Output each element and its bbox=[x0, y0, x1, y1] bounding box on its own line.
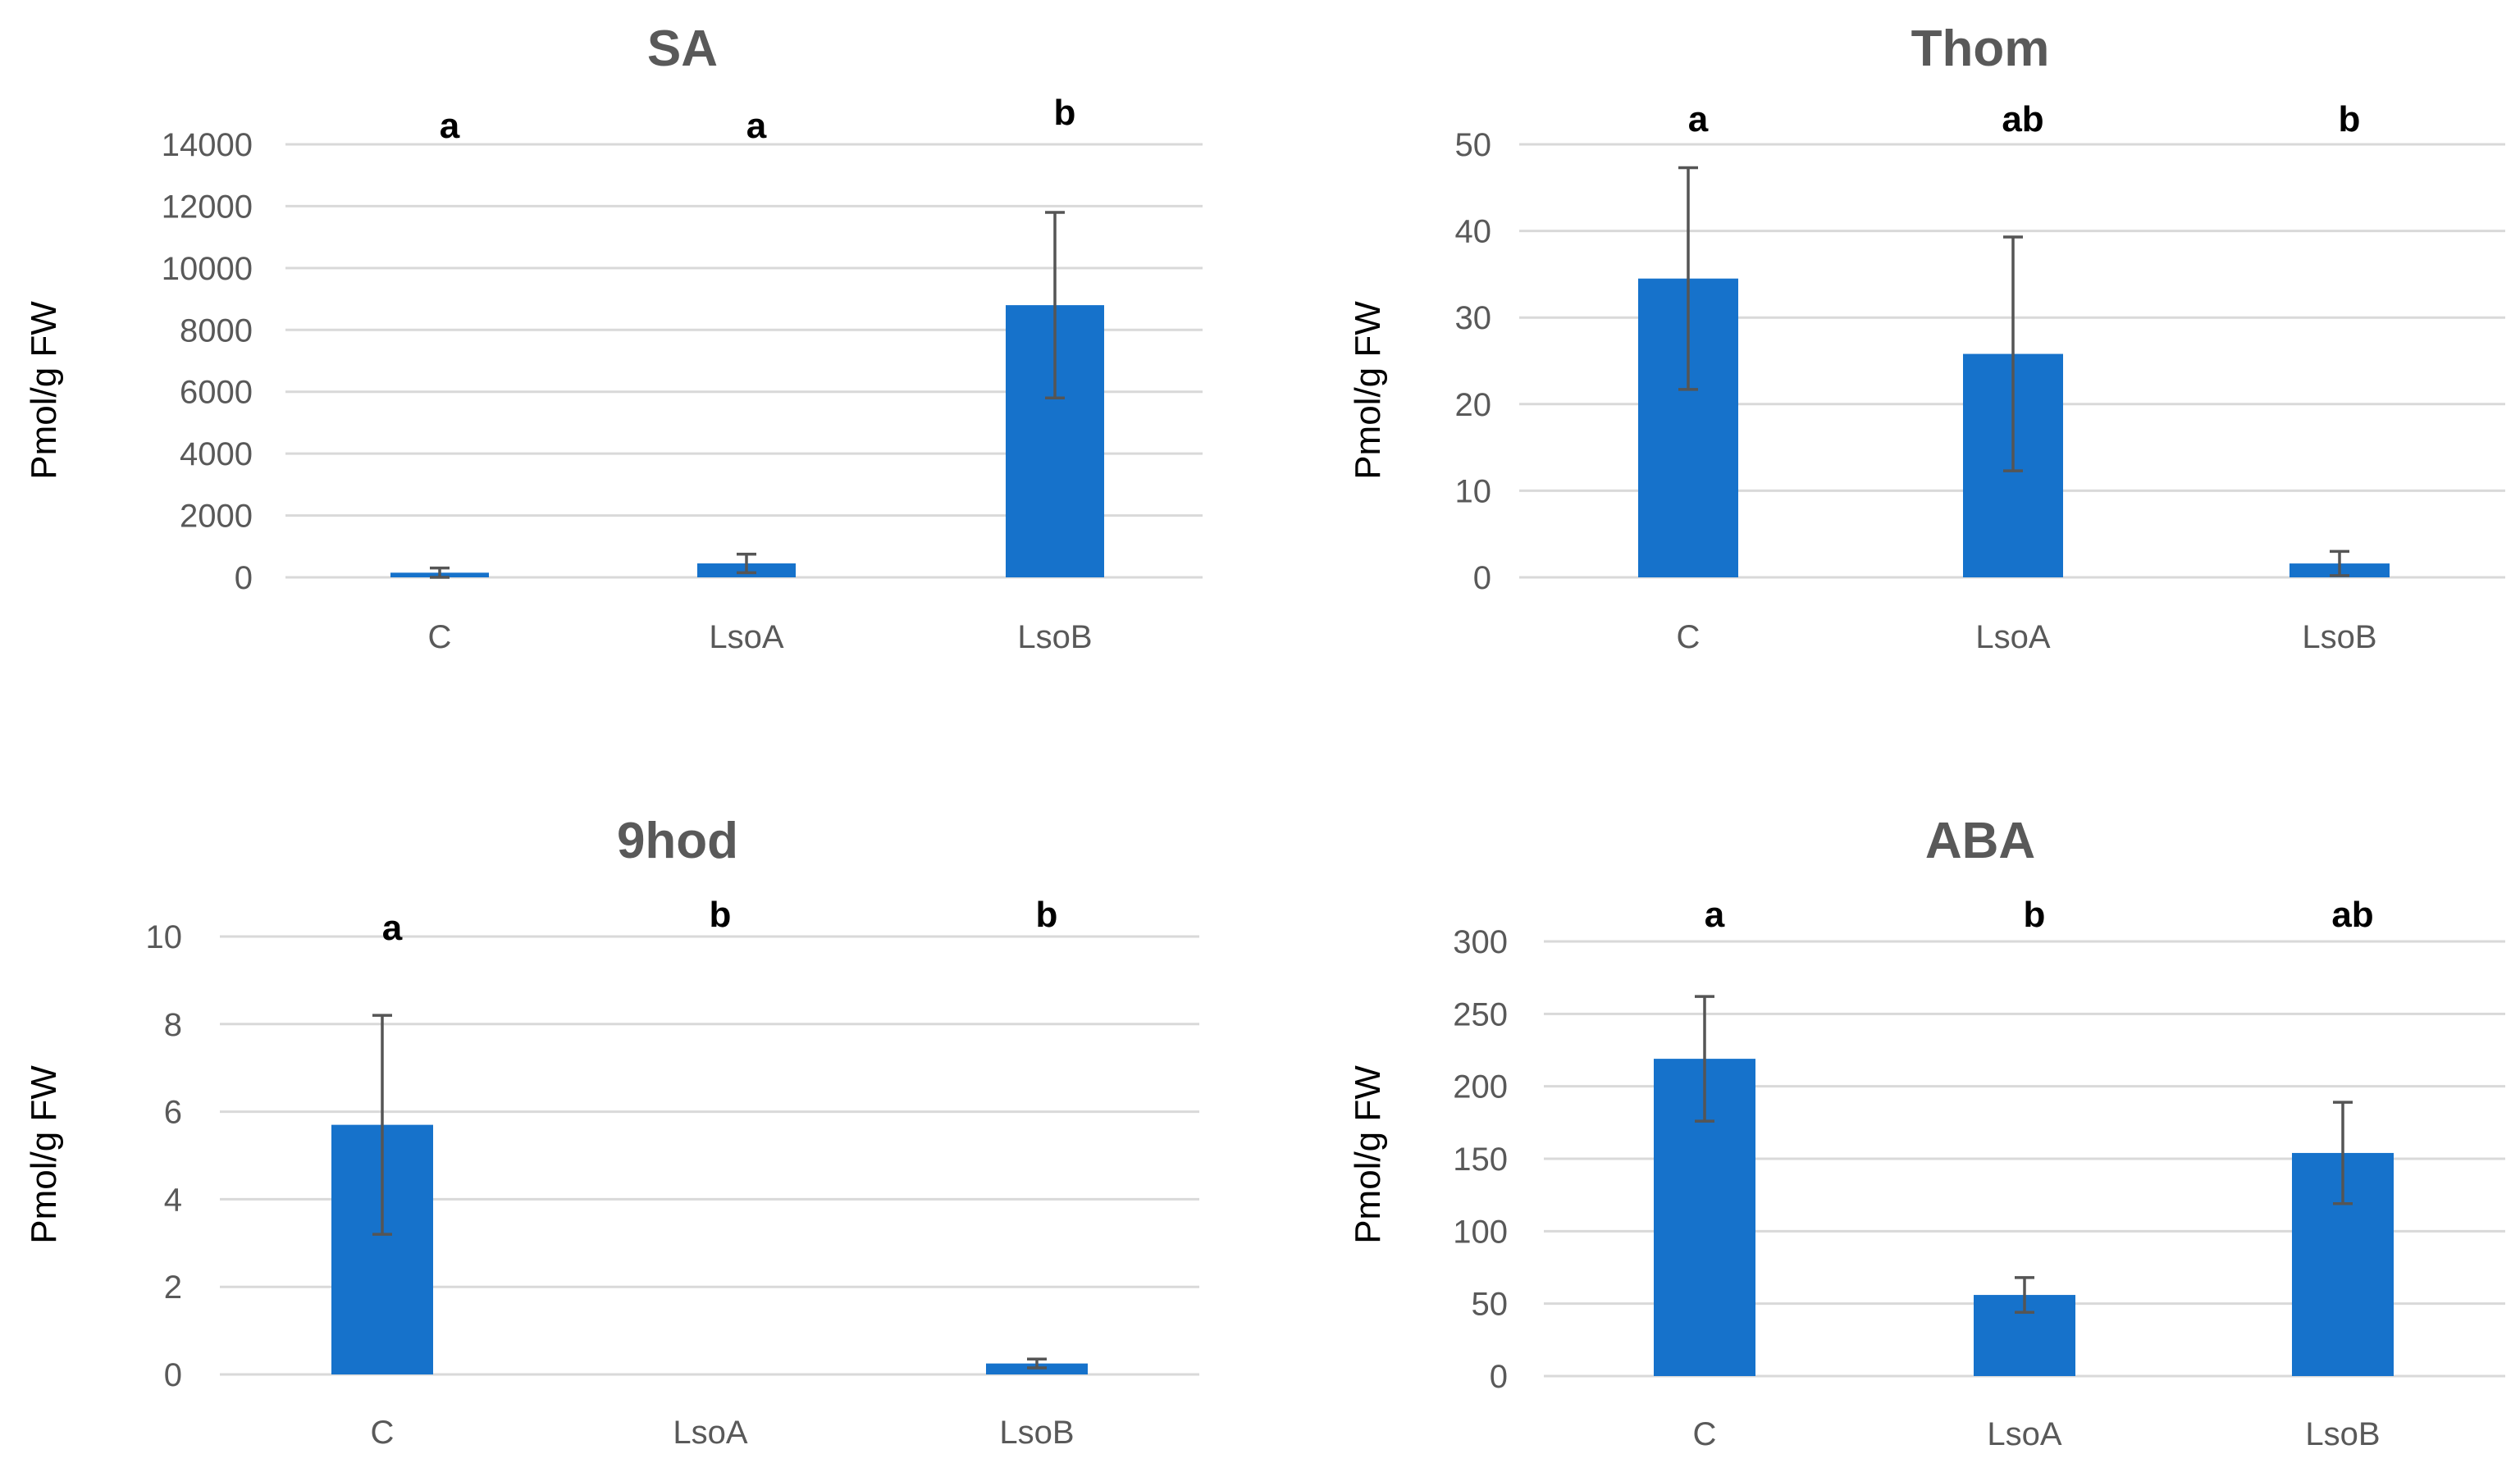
error-bar-c bbox=[1678, 166, 1698, 391]
significance-letter-c: a bbox=[440, 106, 460, 146]
y-tick-label: 8 bbox=[164, 1007, 182, 1043]
category-label-lsob: LsoB bbox=[1017, 619, 1092, 655]
significance-letter-lsoa: a bbox=[746, 106, 767, 146]
error-bar-lsob bbox=[1045, 211, 1065, 400]
y-tick-label: 0 bbox=[164, 1357, 182, 1393]
error-bar-c bbox=[430, 566, 450, 579]
y-tick-label: 30 bbox=[1455, 300, 1492, 336]
y-tick-label: 150 bbox=[1453, 1142, 1508, 1178]
category-label-c: C bbox=[428, 619, 452, 655]
category-label-c: C bbox=[371, 1415, 395, 1451]
error-bar-c bbox=[1695, 995, 1714, 1123]
significance-letter-lsob: b bbox=[1036, 895, 1058, 935]
y-tick-label: 6 bbox=[164, 1095, 182, 1131]
chart-thom: Thom Pmol/g FW 0 10 20 30 40 50 Ca LsoA ab LsoB b bbox=[1348, 21, 2505, 655]
y-tick-label: 14000 bbox=[162, 127, 253, 163]
y-axis-label: Pmol/g FW bbox=[1348, 301, 1388, 480]
chart-9hod: 9hod Pmol/g FW 0 2 4 6 8 10 Ca LsoA b LsoB b bbox=[24, 813, 1199, 1451]
category-label-c: C bbox=[1677, 619, 1701, 655]
category-label-c: C bbox=[1693, 1416, 1717, 1452]
error-bar-c bbox=[372, 1014, 392, 1236]
chart-title: Thom bbox=[1911, 21, 2050, 77]
chart-aba: ABA Pmol/g FW 0 50 100 150 200 250 300 Ca LsoA b Lso… bbox=[1348, 813, 2505, 1452]
significance-letter-c: a bbox=[1688, 99, 1709, 139]
y-axis-label: Pmol/g FW bbox=[24, 301, 64, 480]
category-label-lsoa: LsoA bbox=[1987, 1416, 2061, 1452]
y-axis-label: Pmol/g FW bbox=[24, 1065, 64, 1244]
chart-title: ABA bbox=[1925, 813, 2035, 869]
y-tick-label: 4000 bbox=[180, 436, 253, 472]
y-tick-label: 300 bbox=[1453, 924, 1508, 960]
significance-letter-lsoa: b bbox=[710, 895, 732, 935]
error-bar-lsoa bbox=[2003, 235, 2023, 472]
y-tick-label: 10 bbox=[1455, 473, 1492, 509]
y-tick-label: 20 bbox=[1455, 387, 1492, 423]
significance-letter-lsoa: ab bbox=[2002, 99, 2043, 139]
y-tick-label: 200 bbox=[1453, 1069, 1508, 1105]
error-bar-lsoa bbox=[2015, 1276, 2034, 1315]
error-bar-lsob bbox=[2330, 549, 2349, 577]
category-label-lsob: LsoB bbox=[2302, 619, 2376, 655]
error-bar-lsob bbox=[2333, 1101, 2353, 1205]
category-label-lsoa: LsoA bbox=[709, 619, 783, 655]
y-tick-label: 100 bbox=[1453, 1214, 1508, 1250]
significance-letter-c: a bbox=[382, 908, 403, 948]
y-tick-label: 12000 bbox=[162, 189, 253, 225]
significance-letter-lsob: b bbox=[1054, 93, 1076, 133]
y-tick-label: 2 bbox=[164, 1269, 182, 1306]
y-tick-label: 8000 bbox=[180, 312, 253, 349]
category-label-lsob: LsoB bbox=[2305, 1416, 2380, 1452]
y-tick-label: 0 bbox=[1473, 560, 1491, 596]
significance-letter-lsoa: b bbox=[2024, 895, 2046, 935]
y-tick-label: 50 bbox=[1472, 1287, 1509, 1323]
y-tick-label: 40 bbox=[1455, 214, 1492, 250]
y-tick-label: 10 bbox=[146, 919, 183, 955]
error-bar-lsob bbox=[1027, 1357, 1047, 1370]
chart-title: 9hod bbox=[617, 813, 738, 869]
significance-letter-c: a bbox=[1705, 895, 1725, 935]
y-axis-label: Pmol/g FW bbox=[1348, 1065, 1388, 1244]
y-tick-label: 6000 bbox=[180, 375, 253, 411]
y-tick-label: 0 bbox=[235, 560, 253, 596]
category-label-lsoa: LsoA bbox=[673, 1415, 747, 1451]
chart-title: SA bbox=[647, 21, 718, 77]
error-bar-lsoa bbox=[737, 552, 756, 575]
chart-sa: SA Pmol/g FW 0 2000 4000 6000 8000 10000 12000 14… bbox=[24, 21, 1203, 655]
category-label-lsoa: LsoA bbox=[1975, 619, 2050, 655]
y-tick-label: 50 bbox=[1455, 127, 1492, 163]
significance-letter-lsob: b bbox=[2339, 99, 2361, 139]
significance-letter-lsob: ab bbox=[2331, 895, 2373, 935]
y-tick-label: 4 bbox=[164, 1182, 182, 1218]
category-label-lsob: LsoB bbox=[999, 1415, 1074, 1451]
y-tick-label: 2000 bbox=[180, 499, 253, 535]
y-tick-label: 0 bbox=[1490, 1359, 1508, 1395]
y-tick-label: 250 bbox=[1453, 996, 1508, 1032]
y-tick-label: 10000 bbox=[162, 251, 253, 287]
